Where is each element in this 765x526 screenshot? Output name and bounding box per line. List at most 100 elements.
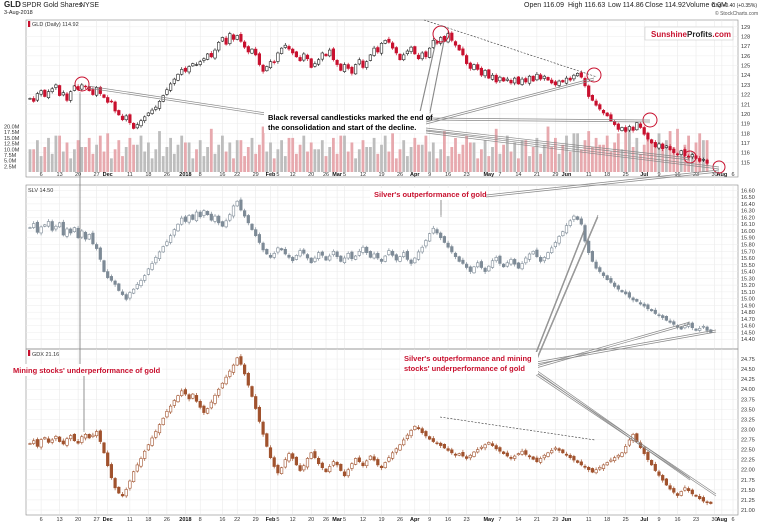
x-tick-label: Jun [562,517,572,523]
volume-bar [143,151,147,172]
candle-body [664,316,668,321]
candle-body [365,246,369,253]
volume-bar [272,158,276,172]
candle-body [431,40,435,48]
x-tick-label: 8 [199,517,202,523]
candle-body [520,78,524,85]
candle-body [601,272,606,276]
y-tick-label: 127 [741,44,750,50]
candle-body [298,57,302,62]
x-axis: 66131320202727DecDec11111818262620182018… [40,172,735,523]
volume-bar [202,156,206,172]
candle-body [361,462,365,467]
candle-body [109,276,113,281]
candle-body [561,80,565,83]
candle-body [705,326,709,331]
candle-body [69,435,73,440]
volume-bar [468,142,472,172]
volume-bar [502,144,505,172]
annotation-line [425,132,720,170]
candle-body [672,148,676,153]
candle-body [557,80,561,86]
candle-body [324,468,328,473]
annotation-line [429,41,445,114]
y-tick-label: 16.00 [741,229,755,235]
volume-bar [505,135,509,172]
y-tick-label: 15.10 [741,290,755,296]
volume-bar [443,131,446,172]
candle-body [583,465,587,468]
y-tick-label: 14.50 [741,330,755,336]
candle-body [661,475,665,481]
volume-bar [628,131,631,172]
y-tick-label: 24.75 [741,357,755,363]
candle-body [228,370,232,377]
y-tick-label: 118 [741,131,750,137]
volume-bar [291,137,295,172]
candle-body [642,303,646,307]
candle-body [143,275,147,281]
volume-bar [613,142,616,172]
volume-bar [365,147,369,172]
candle-body [416,54,421,60]
candle-body [694,328,698,331]
y-tick-label: 14.90 [741,303,755,309]
annotation-line [425,117,651,121]
candle-body [95,87,99,96]
candle-body [379,42,384,54]
candle-body [143,116,147,122]
volume-bar [616,133,620,172]
candle-body [209,213,213,221]
y-tick-label: 16.40 [741,202,755,208]
candle-body [709,501,713,504]
y-tick-label: 16.30 [741,209,755,215]
volume-bar [380,144,383,172]
candle-body [228,214,232,221]
candle-body [505,452,509,457]
volume-bar [339,135,343,172]
candle-body [320,52,324,60]
candle-body [87,434,91,439]
candle-body [413,257,417,264]
candle-body [283,44,287,48]
x-tick-label: 14 [515,172,521,178]
candle-body [198,61,202,65]
candle-body [43,437,47,440]
candle-body [213,49,217,59]
candle-body [679,491,683,496]
brand-part-3: .com [712,30,731,39]
volume-bar [509,151,513,172]
volume-bar [36,140,39,172]
candle-body [231,34,236,40]
volume-bar [69,158,73,172]
candle-body [653,142,657,148]
candle-body [220,382,225,389]
candle-body [180,69,184,75]
candle-body [146,112,151,116]
candle-body [313,451,317,458]
candle-body [335,462,339,466]
candle-body [254,396,258,409]
annotation-line [535,214,599,361]
candle-body [265,66,269,72]
volume-bar [98,135,102,172]
x-tick-label: 11 [586,517,592,523]
candle-body [46,438,51,443]
candle-body [143,450,147,459]
gdx-title-marker [28,350,31,356]
candle-body [43,224,47,227]
x-tick-label: 5 [276,517,279,523]
volume-bar [346,151,350,172]
candle-body [132,122,136,129]
annotation-line [535,323,691,369]
y-tick-label: 16.20 [741,215,755,221]
candle-body [376,253,380,259]
candle-body [139,280,143,287]
candle-body [694,494,698,497]
y-tick-label: 16.60 [741,188,755,194]
candle-body [612,121,617,125]
candle-body [113,101,117,112]
volume-bar [313,149,317,172]
